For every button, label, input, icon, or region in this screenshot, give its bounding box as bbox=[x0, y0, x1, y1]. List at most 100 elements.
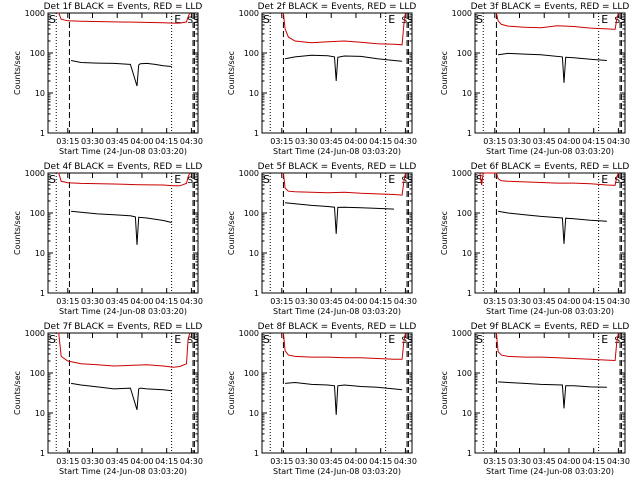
x-tick-label: 04:00 bbox=[344, 297, 367, 306]
marker-s: S bbox=[263, 333, 270, 346]
y-tick-label: 1 bbox=[40, 129, 45, 138]
marker-s: S bbox=[49, 333, 56, 346]
y-tick-label: 1 bbox=[254, 449, 259, 458]
y-tick-label: 100 bbox=[30, 369, 45, 378]
x-tick-label: 03:45 bbox=[320, 457, 343, 466]
x-tick-label: 03:30 bbox=[295, 457, 318, 466]
series-lld bbox=[282, 12, 406, 46]
y-tick-label: 1 bbox=[40, 449, 45, 458]
y-axis-label: Counts/sec bbox=[440, 371, 449, 415]
x-tick-label: 03:15 bbox=[483, 137, 506, 146]
y-tick-label: 10 bbox=[462, 89, 472, 98]
y-tick-label: 100 bbox=[244, 49, 259, 58]
y-tick-label: 10 bbox=[249, 249, 259, 258]
marker-ss: SS bbox=[614, 336, 626, 346]
marker-ss: SS bbox=[401, 176, 413, 186]
series-events bbox=[71, 60, 172, 87]
marker-e: E bbox=[388, 173, 395, 186]
x-tick-label: 03:30 bbox=[81, 137, 104, 146]
y-tick-label: 10 bbox=[249, 89, 259, 98]
series-events bbox=[71, 382, 172, 410]
y-axis-label: Counts/sec bbox=[440, 51, 449, 95]
x-tick-label: 03:45 bbox=[533, 457, 556, 466]
x-tick-label: 03:30 bbox=[81, 457, 104, 466]
plot-frame bbox=[261, 172, 413, 294]
y-tick-label: 100 bbox=[457, 369, 472, 378]
x-tick-label: 03:30 bbox=[295, 297, 318, 306]
y-axis-label: Counts/sec bbox=[227, 211, 236, 255]
panel-5: Det 5f BLACK = Events, RED = LLD 1 10 100 10… bbox=[227, 162, 417, 316]
series-events bbox=[498, 52, 607, 83]
series-lld bbox=[57, 12, 191, 24]
x-tick-label: 04:15 bbox=[369, 137, 392, 146]
x-tick-label: 04:30 bbox=[394, 457, 417, 466]
panel-title: Det 2f BLACK = Events, RED = LLD bbox=[258, 2, 417, 12]
series-events bbox=[498, 210, 607, 244]
marker-ss: SS bbox=[401, 16, 413, 26]
panel-2: Det 2f BLACK = Events, RED = LLD 1 10 100 10… bbox=[227, 2, 417, 156]
plot-frame bbox=[47, 172, 199, 294]
y-axis-label: Counts/sec bbox=[440, 211, 449, 255]
x-tick-label: 03:30 bbox=[508, 137, 531, 146]
x-tick-label: 03:30 bbox=[508, 297, 531, 306]
x-tick-label: 03:15 bbox=[56, 457, 79, 466]
series-lld bbox=[479, 172, 619, 186]
series-lld bbox=[282, 332, 406, 360]
marker-e: E bbox=[174, 13, 181, 26]
series-events bbox=[285, 54, 403, 82]
marker-e: E bbox=[174, 333, 181, 346]
x-tick-label: 04:30 bbox=[607, 137, 630, 146]
panel-title: Det 8f BLACK = Events, RED = LLD bbox=[258, 322, 417, 332]
panel-1: Det 1f BLACK = Events, RED = LLD 1 10 100 10… bbox=[13, 2, 203, 156]
series-lld bbox=[57, 332, 191, 368]
series-lld bbox=[282, 172, 406, 196]
plot-frame bbox=[47, 12, 199, 134]
x-tick-label: 04:15 bbox=[582, 297, 605, 306]
x-tick-label: 04:15 bbox=[155, 457, 178, 466]
marker-s: S bbox=[263, 13, 270, 26]
panel-6: Det 6f BLACK = Events, RED = LLD 1 10 100 10… bbox=[440, 162, 630, 316]
y-tick-label: 1000 bbox=[25, 329, 45, 338]
x-tick-label: 03:15 bbox=[270, 457, 293, 466]
plot-frame bbox=[261, 12, 413, 134]
x-tick-label: 04:00 bbox=[130, 457, 153, 466]
x-tick-label: 03:15 bbox=[483, 457, 506, 466]
x-tick-label: 04:00 bbox=[557, 457, 580, 466]
marker-ss: SS bbox=[187, 16, 199, 26]
marker-e: E bbox=[601, 13, 608, 26]
marker-s: S bbox=[49, 13, 56, 26]
series-events bbox=[498, 381, 607, 409]
y-axis-label: Counts/sec bbox=[13, 51, 22, 95]
x-tick-label: 03:45 bbox=[533, 137, 556, 146]
marker-s: S bbox=[476, 333, 483, 346]
x-axis-label: Start Time (24-Jun-08 03:03:20) bbox=[59, 147, 187, 156]
x-tick-label: 03:30 bbox=[508, 457, 531, 466]
x-tick-label: 04:30 bbox=[180, 297, 203, 306]
panel-title: Det 4f BLACK = Events, RED = LLD bbox=[44, 162, 203, 172]
x-tick-label: 03:45 bbox=[106, 297, 129, 306]
x-tick-label: 03:45 bbox=[106, 137, 129, 146]
x-axis-label: Start Time (24-Jun-08 03:03:20) bbox=[59, 467, 187, 476]
x-tick-label: 03:30 bbox=[295, 137, 318, 146]
y-tick-label: 100 bbox=[244, 209, 259, 218]
x-tick-label: 03:15 bbox=[56, 297, 79, 306]
y-tick-label: 1000 bbox=[452, 169, 472, 178]
x-axis-label: Start Time (24-Jun-08 03:03:20) bbox=[59, 307, 187, 316]
y-tick-label: 1 bbox=[40, 289, 45, 298]
marker-ss: SS bbox=[187, 176, 199, 186]
x-tick-label: 04:15 bbox=[155, 297, 178, 306]
x-tick-label: 04:15 bbox=[582, 137, 605, 146]
y-tick-label: 10 bbox=[35, 409, 45, 418]
y-axis-label: Counts/sec bbox=[13, 371, 22, 415]
panel-title: Det 1f BLACK = Events, RED = LLD bbox=[44, 2, 203, 12]
marker-ss: SS bbox=[401, 336, 413, 346]
x-tick-label: 03:15 bbox=[270, 297, 293, 306]
x-axis-label: Start Time (24-Jun-08 03:03:20) bbox=[273, 307, 401, 316]
plot-frame bbox=[474, 332, 626, 454]
x-tick-label: 04:00 bbox=[344, 137, 367, 146]
panel-9: Det 9f BLACK = Events, RED = LLD 1 10 100 10… bbox=[440, 322, 630, 476]
x-tick-label: 04:30 bbox=[607, 457, 630, 466]
x-tick-label: 04:15 bbox=[369, 457, 392, 466]
